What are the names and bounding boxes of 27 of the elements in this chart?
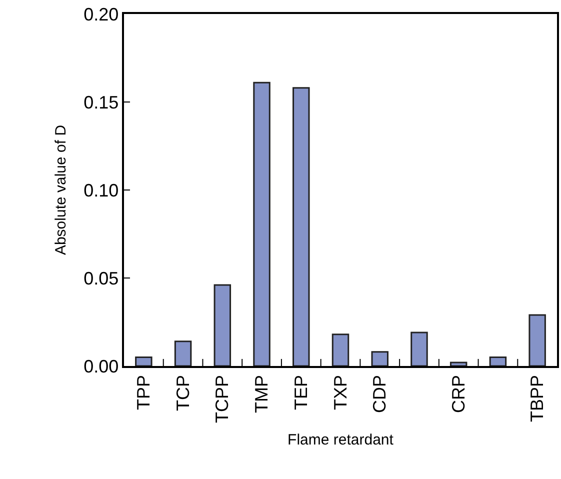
y-tick-label: 0.10 [84,180,119,200]
x-tick-label: TBPP [527,374,548,422]
x-tick-label: CDP [370,374,390,413]
bar [135,356,152,366]
y-tick-label: 0.05 [84,268,119,288]
bar [410,332,428,366]
x-tick-label: TXP [330,374,350,410]
y-tick-label: 0.00 [84,356,119,376]
x-tick-label: CRP [448,374,468,413]
x-tick-label: TPP [134,374,154,410]
x-tick-label: TEP [290,374,311,410]
y-tick-label: 0.15 [84,92,119,112]
bar [332,334,350,366]
bar [292,87,310,366]
x-tick-label: TCP [172,374,193,411]
bar [371,351,388,366]
x-tick-label: TCPP [212,374,232,423]
bar [214,284,232,366]
bar [489,356,507,366]
x-axis-title: Flame retardant [288,431,394,448]
bar [253,82,270,366]
bar [450,362,468,366]
y-tick-label: 0.20 [84,4,119,24]
bar [528,314,546,366]
x-tick-label: TMP [252,374,272,413]
bar [174,340,192,366]
y-axis-title: Absolute value of D [52,124,70,256]
